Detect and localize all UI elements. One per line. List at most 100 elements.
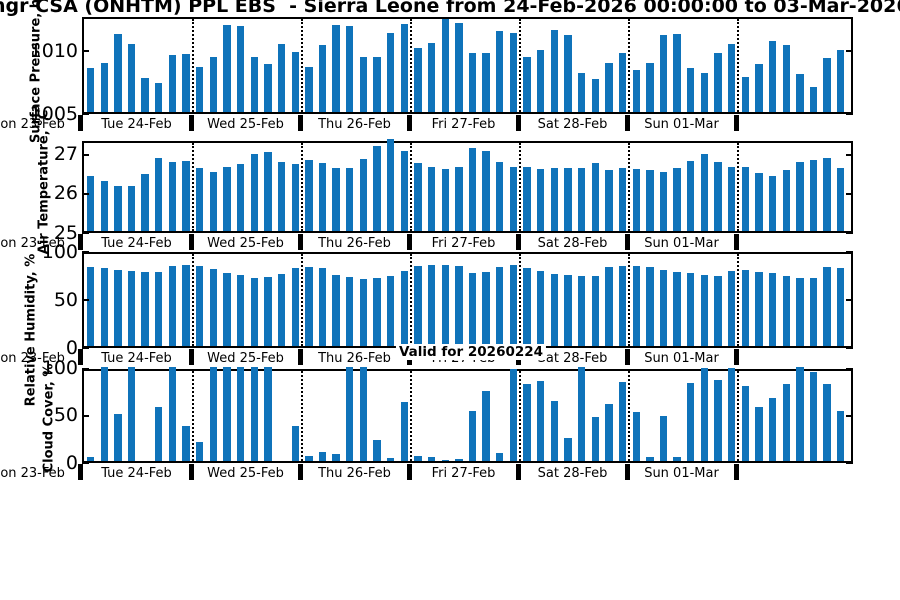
bar xyxy=(687,67,695,112)
bar xyxy=(782,275,790,346)
bar xyxy=(264,151,272,231)
bar xyxy=(687,160,695,231)
bar xyxy=(182,54,190,112)
bar xyxy=(277,162,286,231)
bar xyxy=(673,167,681,231)
bar xyxy=(496,267,504,346)
ytick-mark xyxy=(846,462,853,464)
bar xyxy=(264,366,272,461)
day-tick xyxy=(78,234,83,250)
day-boundary-line xyxy=(301,19,303,112)
bar xyxy=(605,170,613,231)
bar xyxy=(714,379,722,461)
bar xyxy=(768,176,777,231)
bar xyxy=(618,52,627,112)
bar xyxy=(414,265,422,346)
bar xyxy=(400,270,408,346)
bar xyxy=(414,47,422,112)
day-label: Mon 23-Feb xyxy=(0,236,65,251)
bar xyxy=(386,276,395,346)
valid-for-annotation: Valid for 20260224 xyxy=(395,344,547,360)
ytick-mark xyxy=(82,113,89,115)
bar xyxy=(796,277,804,346)
bar xyxy=(127,366,136,461)
plot-box-surface-pressure xyxy=(82,17,853,114)
bar xyxy=(523,268,531,346)
bar xyxy=(468,273,477,346)
bar xyxy=(346,276,354,346)
bar xyxy=(564,274,572,346)
bar xyxy=(482,52,490,112)
bar xyxy=(332,167,340,231)
bar xyxy=(632,266,640,346)
ytick-mark xyxy=(82,232,89,234)
day-tick xyxy=(625,234,630,250)
bar xyxy=(605,404,613,461)
bar xyxy=(318,268,327,346)
bar xyxy=(318,45,327,112)
bar xyxy=(714,162,722,231)
day-boundary-line xyxy=(410,143,412,231)
bar xyxy=(155,83,163,112)
bar xyxy=(332,25,340,112)
day-tick xyxy=(407,464,412,480)
day-label: Fri 27-Feb xyxy=(431,466,496,481)
ytick-mark xyxy=(846,50,853,52)
day-boundary-line xyxy=(737,143,739,231)
ytick-label: 0 xyxy=(65,451,78,474)
ylabel-relative-humidity: Relative Humidity, % xyxy=(23,253,39,407)
day-label: Sat 28-Feb xyxy=(537,236,608,251)
bar xyxy=(168,266,177,346)
day-label: Mon 23-Feb xyxy=(0,117,65,132)
bar xyxy=(509,166,518,231)
ytick-mark xyxy=(846,113,853,115)
bar xyxy=(768,273,777,346)
day-boundary-line xyxy=(410,19,412,112)
bar xyxy=(209,269,218,346)
bar xyxy=(577,366,586,461)
day-tick xyxy=(625,349,630,365)
bar xyxy=(673,271,681,346)
day-label: Sat 28-Feb xyxy=(537,117,608,132)
bar xyxy=(209,56,218,112)
ytick-mark xyxy=(846,299,853,301)
day-boundary-line xyxy=(628,370,630,461)
day-label: Thu 26-Feb xyxy=(318,236,391,251)
ylabel-cloud-cover: Cloud Cover, % xyxy=(41,363,57,473)
bar xyxy=(264,276,272,346)
bar xyxy=(605,267,613,346)
bar xyxy=(564,167,572,231)
bar xyxy=(223,366,231,461)
bar xyxy=(182,426,190,461)
bar xyxy=(400,23,408,112)
ytick-mark xyxy=(82,347,89,349)
day-label: Mon 23-Feb xyxy=(0,466,65,481)
bar xyxy=(236,26,245,112)
bar xyxy=(414,456,422,461)
bar xyxy=(809,86,818,112)
bar xyxy=(673,457,681,461)
bar xyxy=(100,180,108,231)
bar xyxy=(564,438,572,461)
day-boundary-line xyxy=(519,254,521,346)
ytick-mark xyxy=(82,153,89,156)
bar xyxy=(632,70,640,112)
day-tick xyxy=(298,234,303,250)
day-tick xyxy=(516,234,521,250)
day-tick xyxy=(298,349,303,365)
bar xyxy=(509,369,518,461)
day-label: Tue 24-Feb xyxy=(101,117,172,132)
bar xyxy=(196,265,204,346)
bar xyxy=(659,35,668,112)
day-label: Wed 25-Feb xyxy=(207,236,284,251)
bar xyxy=(318,162,327,231)
bar xyxy=(277,43,286,112)
bar xyxy=(236,274,245,346)
bar xyxy=(373,440,381,461)
bar xyxy=(100,62,108,112)
bar xyxy=(468,52,477,112)
bar xyxy=(414,162,422,231)
bar xyxy=(223,166,231,231)
bar xyxy=(114,413,122,461)
bar xyxy=(755,407,763,461)
